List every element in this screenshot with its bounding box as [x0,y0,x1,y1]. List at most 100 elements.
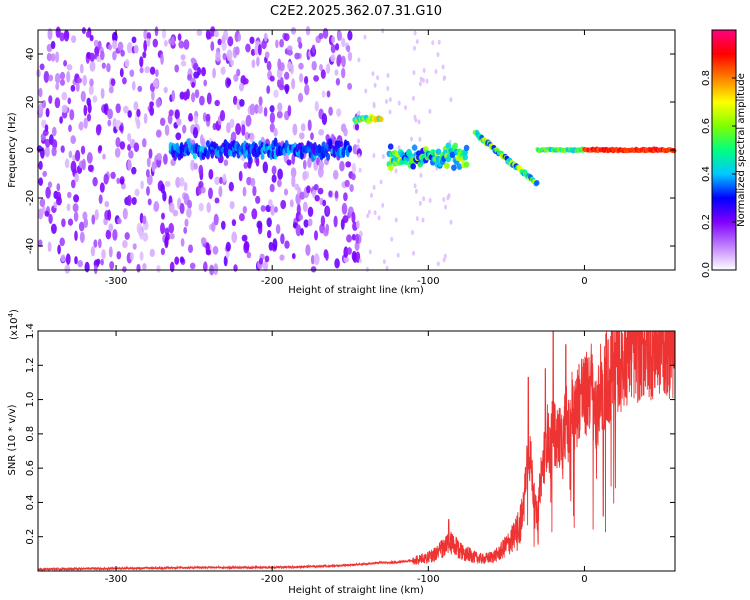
spectrogram-cell [127,110,132,118]
spectrogram-cell [346,234,352,243]
spectrogram-cell [672,148,677,154]
spectrogram-cell [97,40,102,50]
spectrogram-cell [203,261,208,272]
spectrogram-cell [435,148,442,155]
spectrogram-cell [39,147,45,159]
spectrogram-cell [226,49,233,62]
spectrogram-cell [360,231,363,237]
spectrogram-cell [425,78,429,84]
spectrogram-cell [200,186,206,194]
spectrogram-cell [143,29,148,40]
spectrogram-cell [186,207,192,218]
spectrogram-cell [241,234,248,242]
snr-frame [37,330,676,572]
spectrogram-cell [164,180,171,188]
snr-scale-label: (x104) [7,309,20,340]
spectrogram-cell [124,59,130,68]
spectrogram-cell [347,247,352,255]
spectrogram-cell [386,73,390,78]
colorbar: 0.0 0.2 0.4 0.6 0.8 Normalized spectral ampl… [701,29,747,278]
spectrogram-cell [264,255,270,263]
spectrogram-cell [38,160,43,171]
spectrogram-cell [238,170,243,182]
spectrogram-cell [396,252,400,258]
spectrogram-cell [434,69,438,75]
spectrogram-cell [275,224,281,235]
spectrogram-cell [51,126,57,137]
spectrogram-cell [139,229,144,240]
spectrogram-cell [313,230,319,241]
spectrogram-cell [390,236,394,242]
spectrogram-cell [335,43,340,51]
spectrogram-cell [45,107,50,118]
spectrogram-cell [376,75,380,81]
spectrogram-cell [119,141,126,150]
spectrogram-cell [294,52,300,60]
spectrogram-cell [104,200,110,208]
spectrogram-cell [65,253,71,266]
spectrogram-cell [411,95,415,101]
spectrogram-cell [177,33,182,41]
spectrogram-cell [287,104,292,117]
spectrogram-cell [93,39,99,48]
spectrogram-cell [357,138,361,144]
spectrogram-cell [255,157,260,167]
spectrogram-cell [388,97,392,103]
spectrogram-cell [89,34,94,42]
spectrogram-cell [534,180,540,186]
spectrogram-cell [245,43,251,53]
spectrogram-cell [229,201,235,210]
spectrogram-cell [444,204,448,210]
spectrogram-cell [277,102,283,112]
x-tick-label: -300 [105,574,128,585]
spectrogram-cell [355,251,361,263]
spectrogram-cell [55,51,60,63]
spectrogram-cell [462,154,469,161]
spectrogram-cell [313,253,320,266]
spectrogram-cell [99,182,105,193]
snr-y-label: SNR (10 * v/v) [7,404,18,475]
spectrogram-cell [208,169,214,180]
spectrogram-cell [112,50,117,61]
spectrogram-cell [236,68,241,77]
spectrogram-cell [82,74,87,87]
spectrogram-cell [89,61,96,72]
spectrogram-cell [381,28,385,34]
spectrogram-cell [70,84,76,92]
spectrogram-cell [310,266,317,273]
spectrogram-cell [445,142,452,149]
spectrogram-cell [46,52,52,62]
spectrogram-cell [317,187,324,195]
spectrogram-cell [38,177,44,186]
spectrogram-cell [149,66,156,75]
spectrogram-cell [184,218,189,227]
colorbar-tick-label: 0.2 [701,214,712,230]
spectrogram-cell [80,145,86,155]
spectrogram-cell [232,95,238,106]
spectrogram-cell [273,89,279,98]
spectrogram-cell [72,203,79,213]
spectrogram-cell [331,35,336,44]
spectrogram-cell [133,44,139,54]
spectrogram-cell [109,261,115,270]
spectrogram-cell [42,170,48,177]
spectrogram-cell [372,153,376,159]
spectrogram-cell [413,45,416,51]
spectrogram-cell [122,266,127,273]
spectrogram-cell [332,169,339,180]
spectrogram-cell [51,146,57,157]
spectrogram-cell [230,59,235,67]
spectrogram-cell [298,41,303,49]
spectrogram-cell [139,251,144,261]
spectrogram-cell [354,123,360,131]
spectrogram-cell [183,181,188,192]
spectrogram-cell [180,238,185,247]
spectrogram-cell [238,82,245,92]
spectrogram-cell [223,29,229,41]
spectrogram-cell [243,240,250,251]
spectrogram-cell [44,210,50,217]
spectrogram-cell [269,75,275,82]
spectrogram-cell [387,143,394,150]
spectrogram-cell [132,243,137,250]
